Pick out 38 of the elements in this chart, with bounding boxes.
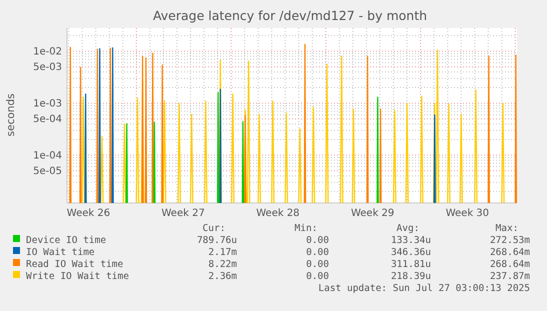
text: Avg: [396,223,420,234]
text: 0.00 [306,259,330,270]
text: 0.00 [306,247,330,258]
x-tick-label: Week 30 [446,208,490,220]
text: 268.64m [490,259,530,270]
legend-label: Read IO Wait time [26,259,124,270]
text: 311.81u [390,259,431,270]
x-tick-label: Week 27 [162,208,205,220]
legend-label: Device IO time [26,235,106,246]
y-tick-label: 1e-03 [33,98,62,110]
text: 0.00 [306,235,330,246]
legend-label: Write IO Wait time [26,271,130,282]
text: 268.64m [490,247,530,258]
y-tick-label: 5e-04 [33,114,62,126]
text: Max: [496,223,518,234]
y-tick-label: 5e-05 [33,166,62,177]
text: 8.22m [208,259,238,270]
chart-title: Average latency for /dev/md127 - by month [152,8,428,23]
text: Last update: Sun Jul 27 03:00:13 2025 [318,283,530,294]
text: 789.76u [196,235,237,246]
text: 237.87m [490,271,530,282]
text: 0.00 [306,271,330,282]
x-tick-label: Week 29 [350,208,394,220]
x-tick-label: Week 28 [256,208,300,220]
text: 2.36m [208,271,238,282]
text: Min: [294,223,318,234]
y-tick-label: 1e-04 [33,150,62,162]
x-tick-label: Week 26 [66,208,110,220]
text: 2.17m [208,247,238,258]
text: 218.39u [390,271,431,282]
y-axis-title: seconds [5,94,17,136]
y-tick-label: 1e-02 [33,46,62,58]
y-tick-label: 5e-03 [33,62,62,74]
legend-label: IO Wait time [26,247,95,258]
text: 346.36u [390,247,431,258]
text: 272.53m [490,235,530,246]
text: 133.34u [390,235,431,246]
text: Cur: [202,223,226,234]
